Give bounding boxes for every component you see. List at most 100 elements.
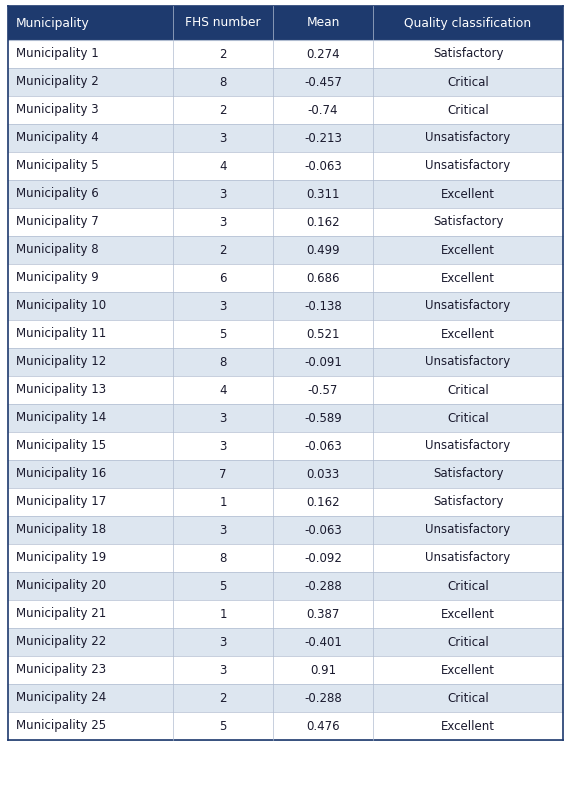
Bar xyxy=(173,712,273,740)
Bar xyxy=(8,404,173,432)
Bar xyxy=(173,180,273,208)
Text: -0.74: -0.74 xyxy=(308,104,338,116)
Bar xyxy=(373,432,563,460)
Text: Satisfactory: Satisfactory xyxy=(433,48,503,60)
Text: -0.063: -0.063 xyxy=(304,159,342,173)
Text: 0.162: 0.162 xyxy=(306,216,340,228)
Bar xyxy=(273,544,373,572)
Bar xyxy=(373,488,563,516)
Bar xyxy=(173,544,273,572)
Text: Municipality 5: Municipality 5 xyxy=(16,159,99,173)
Text: 1: 1 xyxy=(219,608,227,620)
Text: -0.063: -0.063 xyxy=(304,440,342,452)
Text: 3: 3 xyxy=(219,188,227,200)
Text: -0.288: -0.288 xyxy=(304,579,342,593)
Text: Unsatisfactory: Unsatisfactory xyxy=(425,300,511,312)
Bar xyxy=(8,320,173,348)
Bar xyxy=(8,516,173,544)
Text: 2: 2 xyxy=(219,104,227,116)
Text: Municipality 17: Municipality 17 xyxy=(16,495,106,509)
Bar xyxy=(373,600,563,628)
Bar xyxy=(173,292,273,320)
Text: Unsatisfactory: Unsatisfactory xyxy=(425,356,511,368)
Bar xyxy=(373,460,563,488)
Bar xyxy=(373,264,563,292)
Text: Municipality 1: Municipality 1 xyxy=(16,48,99,60)
Text: Excellent: Excellent xyxy=(441,188,495,200)
Bar xyxy=(273,628,373,656)
Bar xyxy=(373,572,563,600)
Text: Excellent: Excellent xyxy=(441,243,495,257)
Text: -0.092: -0.092 xyxy=(304,552,342,564)
Bar xyxy=(173,684,273,712)
Bar xyxy=(273,264,373,292)
Text: 0.499: 0.499 xyxy=(306,243,340,257)
Text: -0.288: -0.288 xyxy=(304,692,342,704)
Text: Municipality: Municipality xyxy=(16,16,89,30)
Bar xyxy=(8,600,173,628)
Bar xyxy=(373,516,563,544)
Bar xyxy=(373,236,563,264)
Bar xyxy=(373,656,563,684)
Bar xyxy=(8,376,173,404)
Text: Unsatisfactory: Unsatisfactory xyxy=(425,132,511,144)
Text: Municipality 18: Municipality 18 xyxy=(16,524,106,536)
Text: Municipality 16: Municipality 16 xyxy=(16,468,106,480)
Text: Municipality 9: Municipality 9 xyxy=(16,272,99,284)
Text: Satisfactory: Satisfactory xyxy=(433,216,503,228)
Bar xyxy=(173,96,273,124)
Bar xyxy=(173,516,273,544)
Text: Municipality 15: Municipality 15 xyxy=(16,440,106,452)
Bar xyxy=(273,40,373,68)
Text: Municipality 21: Municipality 21 xyxy=(16,608,106,620)
Bar xyxy=(373,6,563,40)
Bar xyxy=(8,572,173,600)
Bar xyxy=(373,544,563,572)
Text: 3: 3 xyxy=(219,636,227,648)
Bar xyxy=(8,236,173,264)
Bar xyxy=(373,68,563,96)
Text: Municipality 14: Municipality 14 xyxy=(16,411,106,425)
Bar xyxy=(173,628,273,656)
Text: Excellent: Excellent xyxy=(441,720,495,732)
Text: 1: 1 xyxy=(219,495,227,509)
Bar xyxy=(273,320,373,348)
Bar xyxy=(273,6,373,40)
Text: Critical: Critical xyxy=(447,636,489,648)
Bar xyxy=(173,572,273,600)
Bar xyxy=(8,656,173,684)
Text: 0.033: 0.033 xyxy=(306,468,340,480)
Text: 2: 2 xyxy=(219,692,227,704)
Text: 5: 5 xyxy=(219,579,227,593)
Bar xyxy=(8,628,173,656)
Bar xyxy=(273,432,373,460)
Text: Critical: Critical xyxy=(447,384,489,396)
Bar xyxy=(273,516,373,544)
Bar xyxy=(373,40,563,68)
Text: Satisfactory: Satisfactory xyxy=(433,495,503,509)
Text: 5: 5 xyxy=(219,720,227,732)
Bar xyxy=(373,208,563,236)
Bar xyxy=(273,348,373,376)
Bar xyxy=(373,320,563,348)
Text: -0.063: -0.063 xyxy=(304,524,342,536)
Text: Critical: Critical xyxy=(447,411,489,425)
Text: Critical: Critical xyxy=(447,75,489,89)
Bar xyxy=(273,404,373,432)
Bar xyxy=(173,40,273,68)
Bar xyxy=(273,712,373,740)
Text: 4: 4 xyxy=(219,384,227,396)
Bar xyxy=(8,180,173,208)
Text: 3: 3 xyxy=(219,440,227,452)
Text: 8: 8 xyxy=(219,75,227,89)
Bar xyxy=(373,152,563,180)
Bar xyxy=(373,684,563,712)
Text: Municipality 4: Municipality 4 xyxy=(16,132,99,144)
Bar xyxy=(373,96,563,124)
Bar xyxy=(8,40,173,68)
Bar xyxy=(373,124,563,152)
Bar xyxy=(273,460,373,488)
Text: Mean: Mean xyxy=(306,16,340,30)
Text: Municipality 7: Municipality 7 xyxy=(16,216,99,228)
Text: 0.162: 0.162 xyxy=(306,495,340,509)
